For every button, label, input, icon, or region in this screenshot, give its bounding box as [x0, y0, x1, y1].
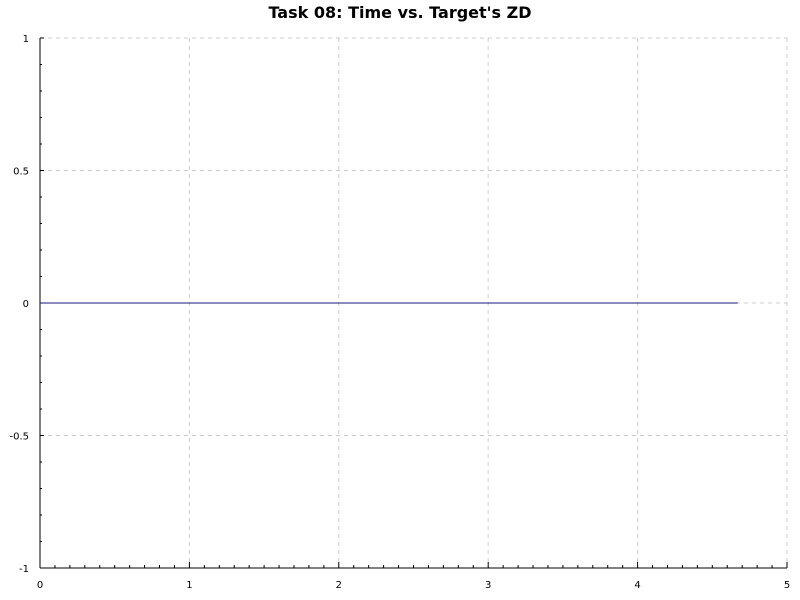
y-tick-label-3: -0.5 — [9, 432, 29, 443]
tick-labels: 0 1 2 3 4 5 1 0.5 0 -0.5 -1 — [9, 34, 790, 591]
x-tick-label-3: 3 — [485, 580, 491, 591]
x-tick-label-5: 5 — [784, 580, 790, 591]
x-tick-label-1: 1 — [186, 580, 192, 591]
x-tick-label-0: 0 — [37, 580, 43, 591]
y-tick-label-1: 0.5 — [13, 167, 29, 178]
y-tick-label-0: 1 — [23, 34, 29, 45]
x-tick-label-2: 2 — [336, 580, 342, 591]
ticks — [39, 37, 788, 569]
y-tick-label-2: 0 — [23, 299, 29, 310]
chart-title: Task 08: Time vs. Target's ZD — [268, 3, 532, 22]
x-tick-label-4: 4 — [634, 580, 640, 591]
y-tick-label-4: -1 — [19, 564, 29, 575]
